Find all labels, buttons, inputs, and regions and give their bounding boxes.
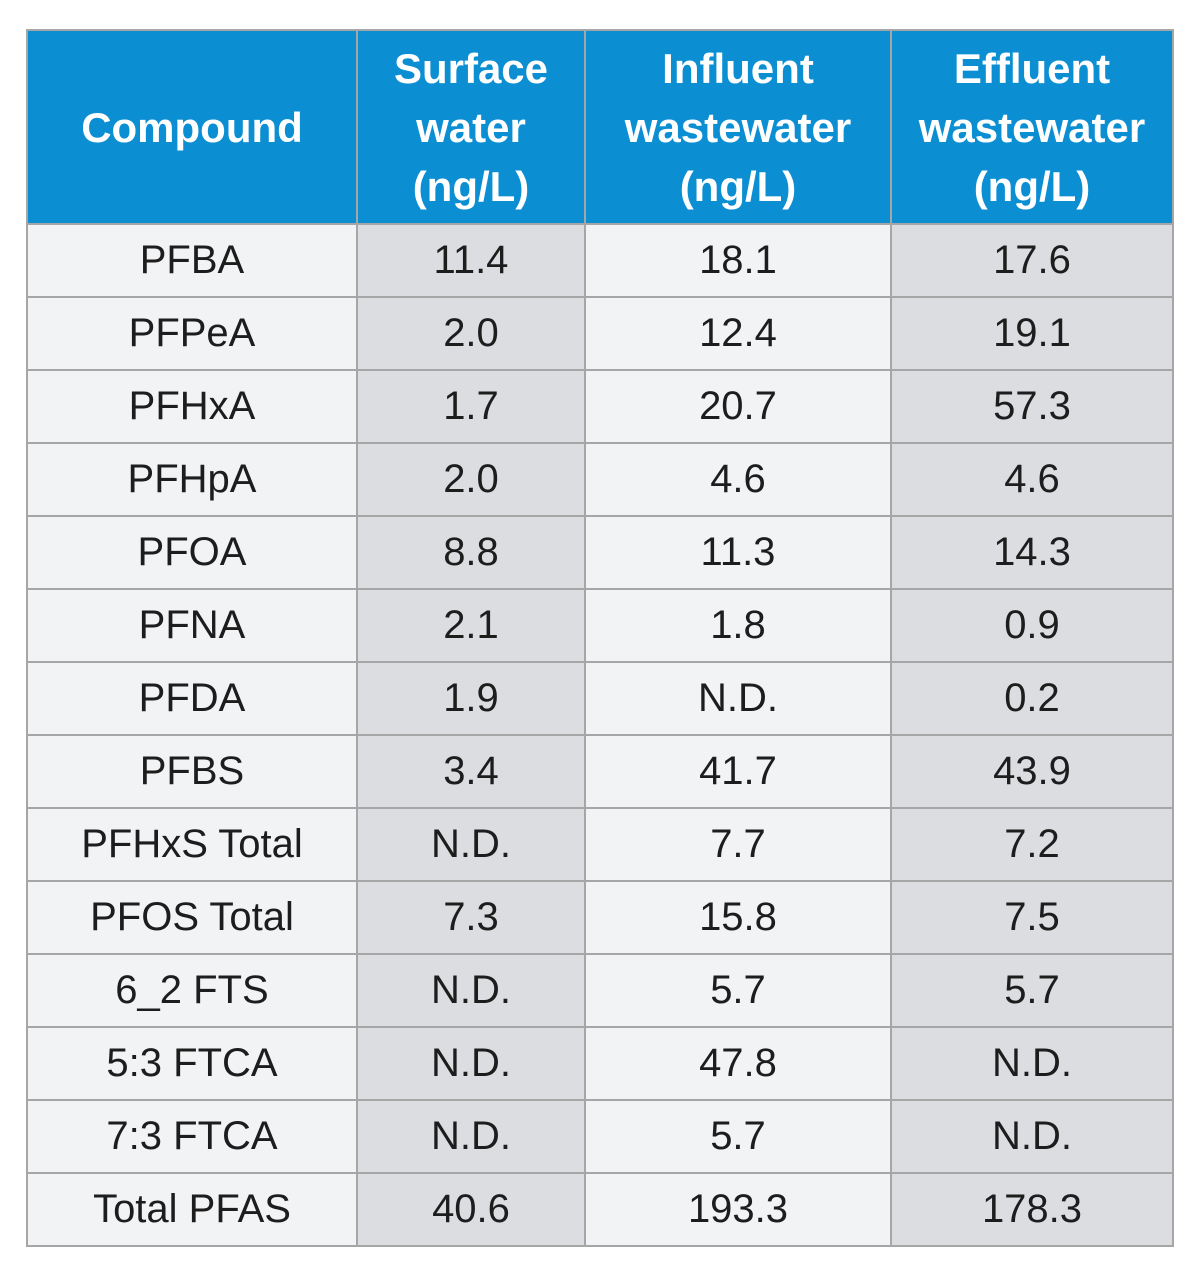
effluent-wastewater-cell: 4.6 — [890, 442, 1174, 517]
header-effluent-wastewater: Effluent wastewater (ng/L) — [890, 29, 1174, 225]
effluent-wastewater-cell: 17.6 — [890, 223, 1174, 298]
surface-water-cell: N.D. — [356, 953, 586, 1028]
effluent-wastewater-cell: 0.9 — [890, 588, 1174, 663]
influent-wastewater-cell: 15.8 — [584, 880, 892, 955]
header-influent-wastewater: Influent wastewater (ng/L) — [584, 29, 892, 225]
table-row: 7:3 FTCA N.D. 5.7 N.D. — [26, 1099, 1174, 1174]
influent-wastewater-cell: 41.7 — [584, 734, 892, 809]
effluent-wastewater-cell: 57.3 — [890, 369, 1174, 444]
surface-water-cell: 8.8 — [356, 515, 586, 590]
table-body: PFBA 11.4 18.1 17.6 PFPeA 2.0 12.4 19.1 PFHxA 1.7… — [26, 223, 1174, 1247]
effluent-wastewater-cell: 0.2 — [890, 661, 1174, 736]
compound-cell: PFOA — [26, 515, 358, 590]
table-header: Compound Surface water (ng/L) Influent w… — [26, 29, 1174, 225]
compound-cell: PFOS Total — [26, 880, 358, 955]
table-row: PFHxS Total N.D. 7.7 7.2 — [26, 807, 1174, 882]
effluent-wastewater-cell: 5.7 — [890, 953, 1174, 1028]
header-row: Compound Surface water (ng/L) Influent w… — [26, 29, 1174, 225]
table-row: PFDA 1.9 N.D. 0.2 — [26, 661, 1174, 736]
surface-water-cell: 40.6 — [356, 1172, 586, 1247]
compound-cell: PFPeA — [26, 296, 358, 371]
table-row: 6_2 FTS N.D. 5.7 5.7 — [26, 953, 1174, 1028]
table-row: PFOA 8.8 11.3 14.3 — [26, 515, 1174, 590]
table-row: PFBS 3.4 41.7 43.9 — [26, 734, 1174, 809]
influent-wastewater-cell: 18.1 — [584, 223, 892, 298]
compound-cell: PFBA — [26, 223, 358, 298]
effluent-wastewater-cell: 14.3 — [890, 515, 1174, 590]
influent-wastewater-cell: 5.7 — [584, 953, 892, 1028]
compound-cell: 7:3 FTCA — [26, 1099, 358, 1174]
header-compound: Compound — [26, 29, 358, 225]
effluent-wastewater-cell: 19.1 — [890, 296, 1174, 371]
effluent-wastewater-cell: 43.9 — [890, 734, 1174, 809]
influent-wastewater-cell: 1.8 — [584, 588, 892, 663]
total-row: Total PFAS 40.6 193.3 178.3 — [26, 1172, 1174, 1247]
influent-wastewater-cell: 47.8 — [584, 1026, 892, 1101]
compound-cell: PFNA — [26, 588, 358, 663]
influent-wastewater-cell: 4.6 — [584, 442, 892, 517]
effluent-wastewater-cell: N.D. — [890, 1026, 1174, 1101]
table-row: PFHpA 2.0 4.6 4.6 — [26, 442, 1174, 517]
table-row: PFNA 2.1 1.8 0.9 — [26, 588, 1174, 663]
compound-cell: PFHpA — [26, 442, 358, 517]
influent-wastewater-cell: 5.7 — [584, 1099, 892, 1174]
influent-wastewater-cell: N.D. — [584, 661, 892, 736]
effluent-wastewater-cell: 7.2 — [890, 807, 1174, 882]
table-row: PFBA 11.4 18.1 17.6 — [26, 223, 1174, 298]
table-row: PFHxA 1.7 20.7 57.3 — [26, 369, 1174, 444]
table-row: PFPeA 2.0 12.4 19.1 — [26, 296, 1174, 371]
effluent-wastewater-cell: 178.3 — [890, 1172, 1174, 1247]
surface-water-cell: 2.1 — [356, 588, 586, 663]
compound-cell: 6_2 FTS — [26, 953, 358, 1028]
header-surface-water: Surface water (ng/L) — [356, 29, 586, 225]
surface-water-cell: N.D. — [356, 1099, 586, 1174]
pfas-concentration-table-container: Compound Surface water (ng/L) Influent w… — [26, 29, 1174, 1247]
table-row: 5:3 FTCA N.D. 47.8 N.D. — [26, 1026, 1174, 1101]
effluent-wastewater-cell: N.D. — [890, 1099, 1174, 1174]
compound-cell: PFDA — [26, 661, 358, 736]
influent-wastewater-cell: 20.7 — [584, 369, 892, 444]
influent-wastewater-cell: 193.3 — [584, 1172, 892, 1247]
surface-water-cell: 2.0 — [356, 442, 586, 517]
surface-water-cell: 3.4 — [356, 734, 586, 809]
effluent-wastewater-cell: 7.5 — [890, 880, 1174, 955]
compound-cell: PFHxS Total — [26, 807, 358, 882]
surface-water-cell: N.D. — [356, 807, 586, 882]
surface-water-cell: N.D. — [356, 1026, 586, 1101]
surface-water-cell: 1.7 — [356, 369, 586, 444]
surface-water-cell: 2.0 — [356, 296, 586, 371]
compound-cell: 5:3 FTCA — [26, 1026, 358, 1101]
surface-water-cell: 1.9 — [356, 661, 586, 736]
compound-cell: PFBS — [26, 734, 358, 809]
pfas-concentration-table: Compound Surface water (ng/L) Influent w… — [26, 29, 1174, 1247]
influent-wastewater-cell: 11.3 — [584, 515, 892, 590]
table-row: PFOS Total 7.3 15.8 7.5 — [26, 880, 1174, 955]
compound-cell: PFHxA — [26, 369, 358, 444]
surface-water-cell: 11.4 — [356, 223, 586, 298]
influent-wastewater-cell: 12.4 — [584, 296, 892, 371]
influent-wastewater-cell: 7.7 — [584, 807, 892, 882]
compound-cell: Total PFAS — [26, 1172, 358, 1247]
surface-water-cell: 7.3 — [356, 880, 586, 955]
